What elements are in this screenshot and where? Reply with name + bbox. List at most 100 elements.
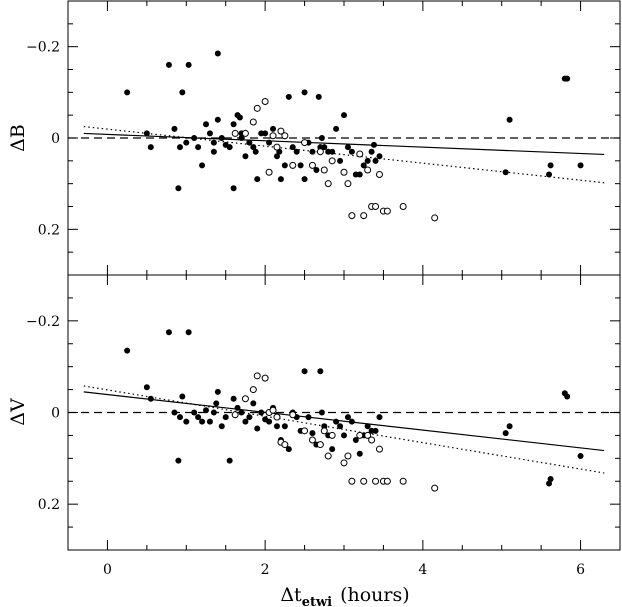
panel-bottom: −0.2 0 0.2 0 2 4 6 [26, 274, 621, 578]
data-point-open [372, 477, 380, 485]
data-point-filled [297, 162, 304, 169]
data-point-filled [143, 130, 150, 137]
data-point-filled [506, 423, 513, 430]
data-point-filled [238, 409, 245, 416]
x-axis-title-units: (hours) [340, 584, 410, 606]
data-point-filled [341, 112, 347, 119]
data-point-open [348, 477, 356, 485]
x-tick-label: 4 [418, 562, 427, 578]
data-point-filled [293, 148, 300, 155]
x-axis-title-main: Δt [280, 584, 302, 606]
fit-line-solid-top [83, 132, 605, 156]
data-point-filled [273, 423, 280, 430]
data-point-filled [218, 423, 225, 430]
data-point-filled [329, 446, 336, 453]
data-point-filled [356, 450, 363, 457]
data-point-open [431, 214, 439, 222]
y-tick-label-bottom: 0 [51, 406, 60, 422]
data-point-filled [171, 125, 178, 132]
data-point-open [340, 459, 348, 467]
data-point-open [383, 477, 391, 485]
data-point-open [281, 441, 289, 449]
data-point-filled [214, 50, 221, 57]
data-point-filled [344, 414, 351, 421]
data-point-filled [333, 125, 340, 132]
data-point-filled [315, 93, 322, 100]
data-point-filled [183, 418, 190, 425]
data-point-filled [210, 409, 217, 416]
x-axis-title: Δtetwi (hours) [280, 584, 409, 607]
data-point-filled [372, 427, 379, 434]
data-point-open [375, 445, 383, 453]
fit-line-dotted-top [83, 125, 605, 184]
data-point-open [308, 161, 316, 169]
data-point-open [265, 168, 273, 176]
data-point-filled [183, 139, 190, 146]
data-point-filled [203, 407, 209, 414]
svg-text:Δtetwi(hours): Δtetwi (hours) [280, 584, 409, 607]
data-point-filled [356, 171, 363, 178]
data-point-open [253, 104, 261, 112]
data-point-open [231, 129, 239, 137]
y-tick-label-top: −0.2 [26, 40, 60, 56]
data-point-filled [226, 457, 233, 464]
data-point-filled [185, 329, 192, 336]
data-point-filled [124, 89, 131, 96]
data-point-filled [246, 139, 253, 146]
data-point-filled [368, 148, 375, 155]
data-point-filled [143, 384, 150, 391]
data-point-filled [175, 185, 182, 192]
data-point-filled [203, 121, 209, 128]
data-point-filled [176, 414, 183, 421]
data-point-filled [206, 418, 213, 425]
data-point-filled [564, 393, 571, 400]
x-tick-label: 0 [103, 562, 112, 578]
data-point-open [261, 374, 269, 382]
data-point-filled [147, 395, 154, 402]
data-point-filled [185, 61, 192, 68]
data-point-filled [175, 457, 182, 464]
data-point-filled [214, 116, 221, 123]
data-point-open [324, 452, 332, 460]
data-point-filled [266, 418, 273, 425]
data-point-open [241, 395, 249, 403]
data-point-open [399, 203, 407, 210]
data-point-filled [333, 418, 340, 425]
data-point-open [368, 436, 376, 444]
data-point-filled [238, 135, 245, 141]
data-point-filled [364, 423, 371, 430]
data-point-filled [547, 162, 554, 169]
data-point-filled [305, 414, 312, 421]
data-point-open [324, 180, 332, 188]
data-point-open [340, 168, 348, 176]
data-point-filled [191, 135, 198, 141]
data-point-filled [348, 418, 355, 425]
data-point-filled [344, 144, 351, 151]
data-point-open [249, 118, 257, 126]
data-point-open [289, 161, 297, 169]
data-point-open [273, 143, 281, 151]
data-point-open [364, 166, 372, 174]
data-point-filled [318, 409, 325, 416]
data-point-filled [577, 453, 584, 460]
data-point-filled [250, 400, 257, 407]
data-point-filled [506, 116, 513, 123]
y-axis-title-bottom: ΔV [7, 398, 29, 426]
data-point-filled [252, 148, 259, 155]
data-point-filled [165, 329, 172, 336]
data-point-open [316, 441, 324, 449]
data-point-open [360, 212, 368, 220]
data-point-filled [191, 409, 198, 416]
data-point-open [301, 427, 309, 435]
data-point-open [269, 406, 277, 414]
data-point-filled [502, 430, 509, 437]
data-point-filled [341, 432, 347, 439]
x-tick-label: 6 [576, 562, 585, 578]
data-point-open [356, 431, 364, 439]
data-point-filled [226, 144, 233, 151]
data-point-filled [281, 162, 288, 169]
data-point-filled [176, 144, 183, 151]
data-point-filled [206, 130, 213, 137]
data-point-filled [301, 368, 308, 375]
